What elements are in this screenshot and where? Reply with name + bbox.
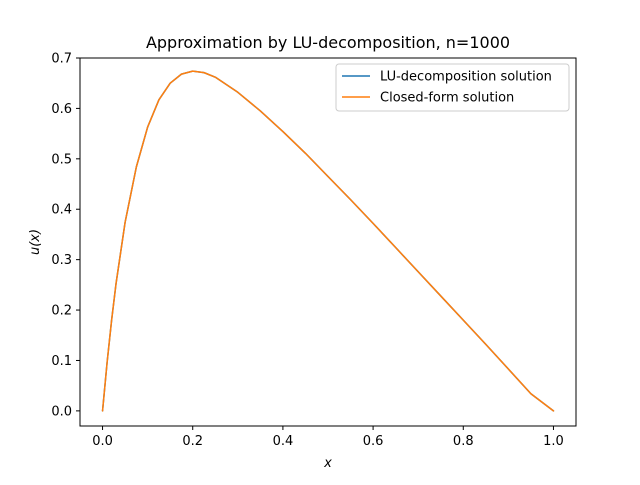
y-tick-label: 0.1: [51, 354, 72, 369]
legend-label-1: LU-decomposition solution: [380, 70, 552, 85]
y-tick-label: 0.3: [51, 253, 72, 268]
x-tick-label: 0.6: [363, 434, 384, 449]
y-axis: 0.0 0.1 0.2 0.3 0.4 0.5 0.6 0.7: [51, 52, 80, 419]
plot-frame: [79, 57, 577, 427]
legend-label-2: Closed-form solution: [380, 91, 514, 106]
y-tick-label: 0.6: [51, 102, 72, 117]
x-tick-label: 0.8: [453, 434, 474, 449]
y-axis-label: u(x): [28, 229, 43, 255]
y-tick-label: 0.5: [51, 152, 72, 167]
y-tick-label: 0.2: [51, 304, 72, 319]
legend: LU-decomposition solution Closed-form sol…: [335, 63, 570, 112]
series-line-2: [101, 70, 555, 412]
y-tick-label: 0.4: [51, 203, 72, 218]
x-tick-label: 1.0: [543, 434, 564, 449]
x-tick-label: 0.0: [92, 434, 113, 449]
legend-box: [335, 63, 570, 112]
y-tick-label: 0.0: [51, 404, 72, 419]
x-axis: 0.0 0.2 0.4 0.6 0.8 1.0: [92, 426, 564, 449]
y-tick-label: 0.7: [51, 52, 72, 67]
x-tick-label: 0.2: [182, 434, 203, 449]
x-axis-label: x: [323, 456, 332, 471]
series-layer: [101, 70, 555, 412]
x-tick-label: 0.4: [273, 434, 294, 449]
chart-title: Approximation by LU-decomposition, n=100…: [146, 33, 510, 52]
